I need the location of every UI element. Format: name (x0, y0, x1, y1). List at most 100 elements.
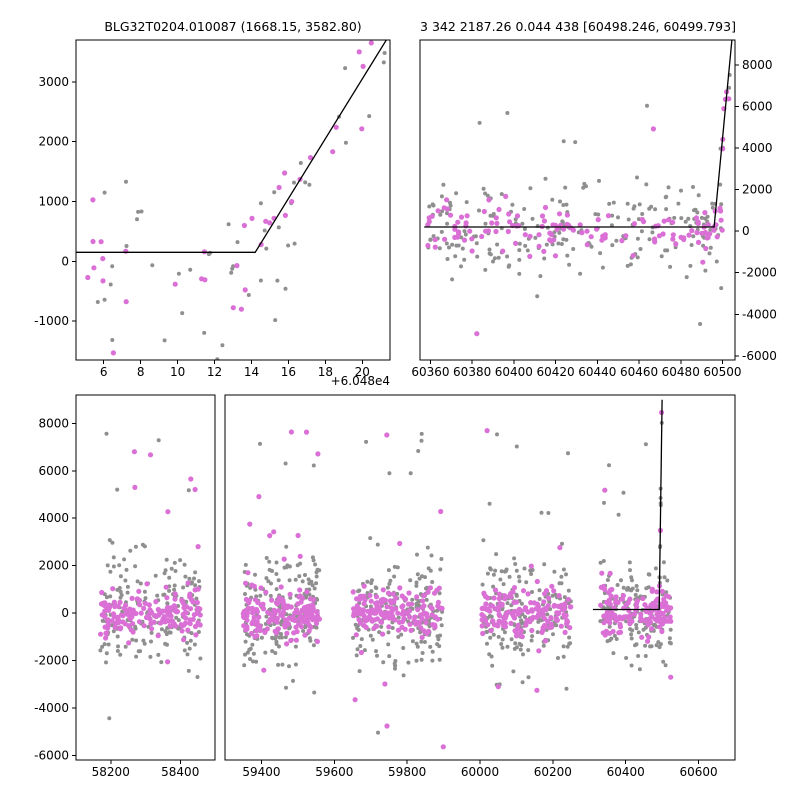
data-point-magenta (123, 299, 129, 305)
data-point-gray (554, 623, 559, 628)
data-point-magenta (160, 608, 166, 614)
data-point-magenta (493, 606, 499, 612)
data-point-magenta (275, 626, 281, 632)
data-point-gray (537, 597, 542, 601)
data-point-gray (439, 229, 444, 234)
data-point-gray (520, 680, 525, 685)
data-point-magenta (492, 587, 499, 593)
data-point-magenta (700, 259, 706, 265)
data-point-gray (311, 558, 316, 563)
data-point-gray (625, 201, 630, 206)
data-point-gray (186, 488, 191, 493)
data-point-magenta (660, 610, 666, 617)
data-point-magenta (153, 599, 159, 605)
data-point-gray (653, 207, 658, 212)
data-point-magenta (390, 591, 396, 597)
data-point-gray (707, 251, 712, 256)
data-point-gray (535, 294, 540, 299)
data-point-gray (485, 641, 489, 646)
data-point-magenta (367, 610, 373, 617)
data-point-gray (496, 255, 501, 260)
data-point-gray (388, 578, 393, 583)
data-point-gray (635, 255, 640, 260)
data-point-magenta (639, 634, 645, 640)
data-point-magenta (384, 432, 390, 438)
x-tick-label: 59800 (388, 765, 426, 779)
data-point-magenta (378, 619, 385, 625)
data-point-magenta (623, 614, 629, 620)
data-point-gray (439, 557, 444, 561)
data-point-magenta (403, 596, 409, 602)
data-point-gray (438, 633, 443, 638)
data-point-magenta (243, 625, 249, 632)
data-point-gray (566, 451, 570, 456)
data-point-magenta (249, 605, 255, 611)
data-point-gray (659, 254, 664, 259)
data-point-magenta (167, 623, 173, 629)
data-point-gray (514, 568, 519, 573)
data-point-magenta (399, 624, 405, 630)
data-point-magenta (350, 589, 356, 595)
y-tick-label: -1000 (34, 314, 69, 328)
data-point-gray (566, 588, 571, 593)
data-point-magenta (165, 509, 171, 515)
data-point-magenta (314, 638, 320, 645)
data-point-gray (356, 589, 361, 594)
data-point-gray (130, 637, 135, 642)
data-point-gray (253, 572, 257, 577)
data-point-gray (427, 204, 432, 209)
data-point-magenta (474, 331, 480, 337)
data-point-magenta (90, 197, 96, 203)
data-point-gray (637, 667, 642, 672)
data-point-gray (396, 634, 401, 639)
data-point-magenta (631, 221, 638, 227)
data-point-gray (169, 566, 174, 571)
data-point-magenta (616, 630, 622, 636)
data-point-magenta (483, 601, 489, 607)
data-point-magenta (249, 610, 256, 616)
data-point-magenta (656, 233, 663, 239)
data-point-gray (537, 618, 542, 623)
data-point-gray (268, 593, 273, 598)
data-point-gray (698, 322, 703, 326)
data-point-gray (552, 569, 557, 574)
data-point-magenta (281, 622, 288, 628)
data-point-gray (274, 587, 279, 592)
data-point-gray (259, 635, 264, 640)
data-point-gray (626, 217, 631, 222)
data-point-gray (477, 208, 481, 213)
data-point-magenta (110, 586, 116, 592)
data-point-gray (116, 644, 120, 649)
data-point-gray (420, 574, 424, 579)
data-point-gray (276, 578, 281, 583)
data-point-gray (162, 338, 167, 343)
data-point-gray (110, 264, 115, 269)
data-point-gray (107, 538, 112, 543)
data-point-gray (511, 794, 515, 798)
data-point-gray (510, 202, 515, 207)
data-point-magenta (455, 234, 461, 240)
data-point-magenta (605, 213, 612, 219)
data-point-magenta (98, 631, 104, 637)
data-point-gray (387, 581, 392, 586)
data-point-magenta (625, 600, 631, 606)
data-point-magenta (115, 617, 121, 623)
data-point-magenta (165, 659, 171, 665)
data-point-magenta (609, 609, 615, 616)
data-point-magenta (565, 781, 570, 786)
data-point-gray (181, 585, 186, 590)
data-point-gray (630, 586, 635, 591)
data-point-magenta (415, 607, 421, 613)
data-point-magenta (111, 599, 117, 605)
data-point-gray (649, 204, 654, 209)
data-point-magenta (666, 606, 672, 613)
data-point-gray (624, 619, 629, 624)
data-point-gray (273, 318, 278, 323)
data-point-gray (487, 652, 492, 657)
data-point-gray (110, 338, 115, 342)
data-point-gray (609, 223, 614, 228)
data-point-gray (561, 567, 566, 572)
data-point-gray (258, 201, 263, 206)
data-point-magenta (397, 585, 403, 591)
data-point-gray (629, 636, 634, 641)
